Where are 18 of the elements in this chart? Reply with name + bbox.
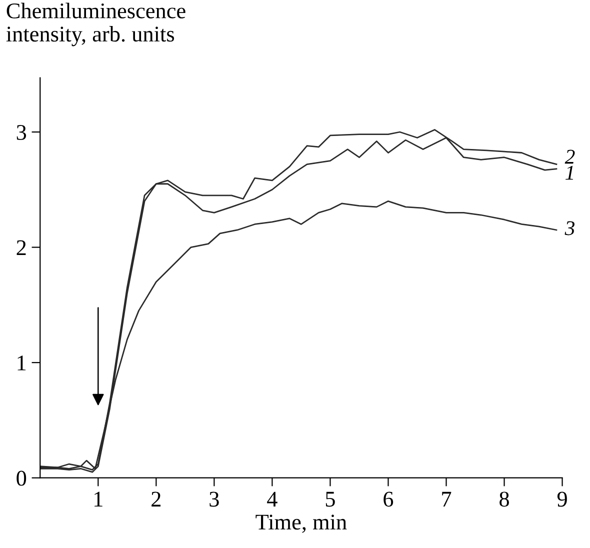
series-label: 3 bbox=[564, 221, 574, 236]
series-label: 1 bbox=[566, 166, 573, 180]
x-tick-label: 8 bbox=[500, 492, 509, 507]
x-tick-label: 9 bbox=[557, 492, 567, 507]
x-tick-label: 3 bbox=[210, 492, 219, 507]
y-axis-title: Chemiluminescence intensity, arb. units bbox=[6, 2, 186, 46]
y-tick-label: 2 bbox=[16, 240, 26, 255]
x-tick-label: 7 bbox=[442, 492, 452, 506]
x-axis-title: Time, min bbox=[256, 514, 347, 533]
x-tick-label: 6 bbox=[384, 492, 394, 507]
y-tick-label: 3 bbox=[16, 124, 26, 140]
x-tick-label: 2 bbox=[152, 492, 160, 506]
x-tick-label: 4 bbox=[267, 492, 278, 506]
y-tick-label: 0 bbox=[16, 470, 26, 486]
x-tick-label: 1 bbox=[94, 492, 102, 506]
x-tick-label: 5 bbox=[326, 492, 335, 507]
series-label: 2 bbox=[564, 150, 575, 164]
y-tick-label: 1 bbox=[18, 356, 26, 370]
